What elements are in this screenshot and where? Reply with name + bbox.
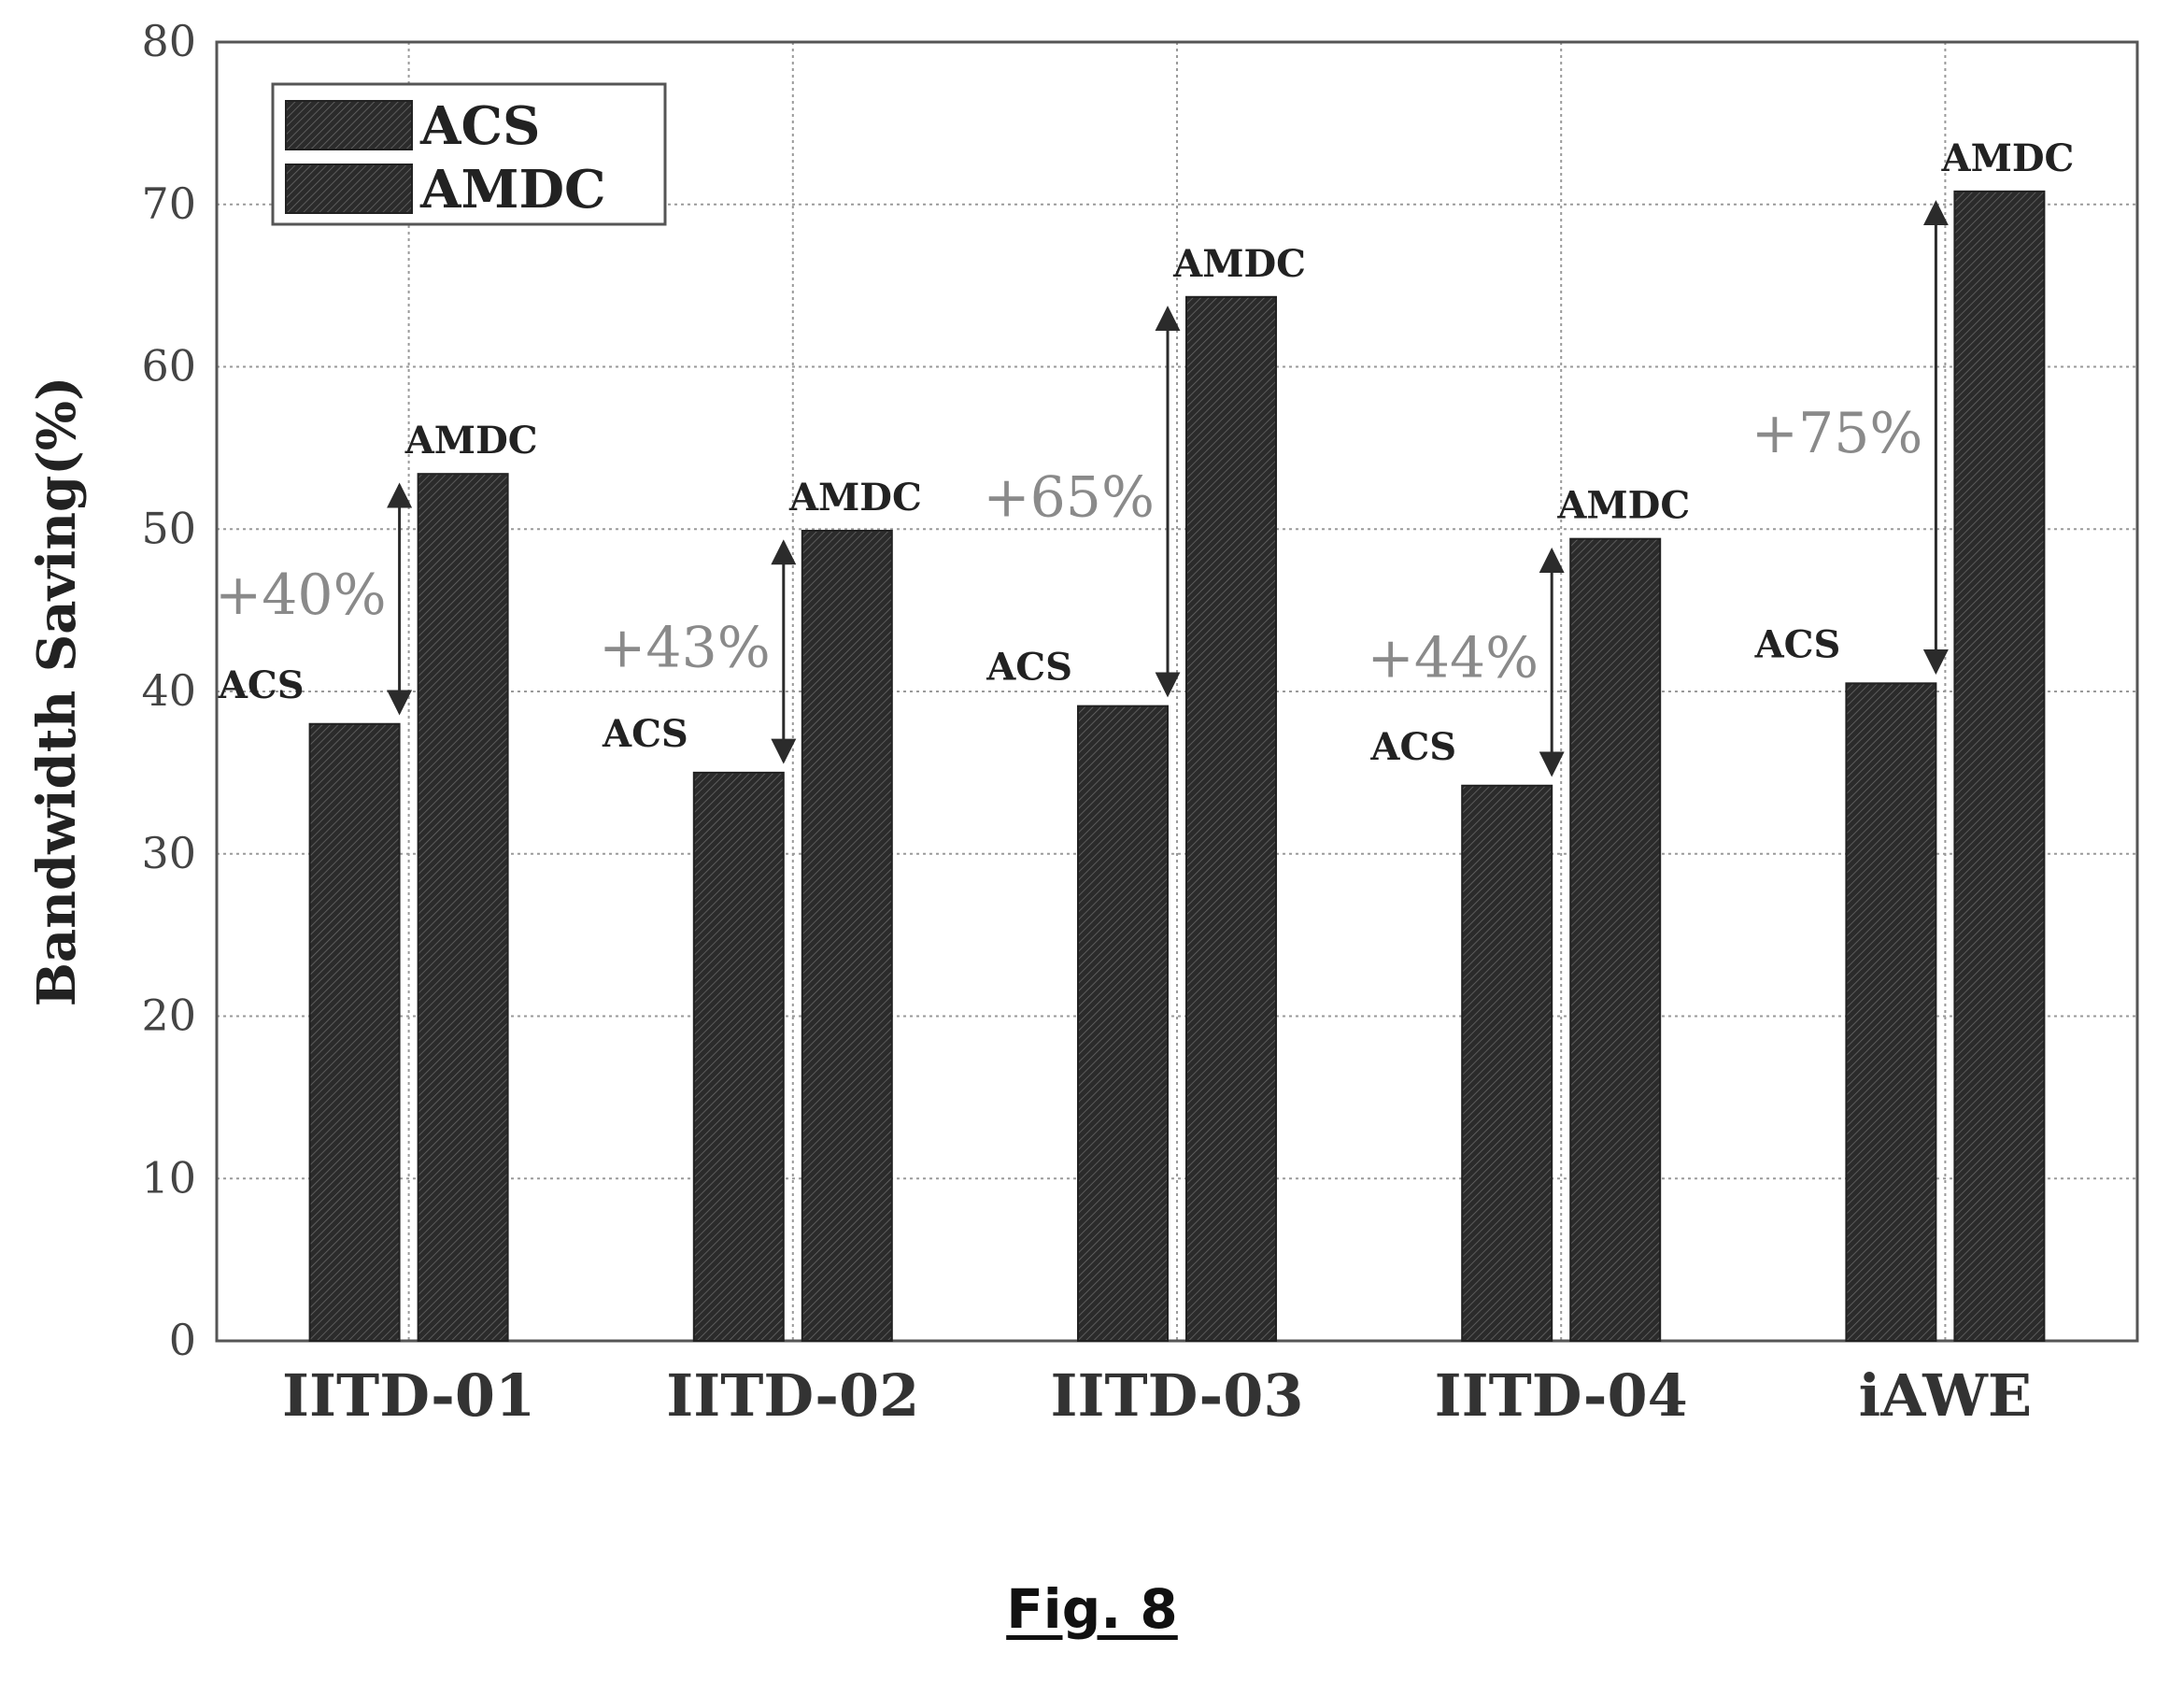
plot-frame xyxy=(215,40,2139,1343)
bar-label-amdc: AMDC xyxy=(788,476,922,520)
y-tick-label: 70 xyxy=(141,178,196,229)
y-tick-label: 30 xyxy=(141,828,196,878)
bar-label-amdc: AMDC xyxy=(1941,136,2075,180)
bar-label-acs: ACS xyxy=(218,663,305,707)
y-tick-label: 80 xyxy=(141,16,196,66)
y-tick-label: 40 xyxy=(141,665,196,716)
legend-label: AMDC xyxy=(419,159,606,221)
improvement-label: +44% xyxy=(1368,626,1539,691)
y-tick-label: 50 xyxy=(141,503,196,553)
legend-swatch xyxy=(285,164,413,214)
legend-label: ACS xyxy=(419,95,540,157)
bar-amdc xyxy=(417,473,509,1342)
y-tick-label: 60 xyxy=(141,341,196,392)
bar-amdc xyxy=(1953,190,2046,1343)
bars xyxy=(308,190,2046,1343)
bar-acs xyxy=(1077,705,1169,1342)
improvement-label: +75% xyxy=(1751,401,1923,466)
improvement-label: +43% xyxy=(599,615,771,680)
improvement-label: +65% xyxy=(983,465,1155,531)
bar-acs xyxy=(1461,784,1553,1342)
y-tick-label: 20 xyxy=(141,990,196,1041)
bar-acs xyxy=(1845,682,1937,1342)
annotations: ACS AMDC +40% ACS AMDC +43% ACS AMDC +65% ACS AMDC… xyxy=(215,136,2075,777)
bar-acs xyxy=(308,722,401,1342)
legend-swatch xyxy=(285,100,413,150)
figure-caption-text: Fig. 8 xyxy=(1006,1577,1178,1641)
y-axis-label: Bandwidth Saving(%) xyxy=(26,377,88,1007)
bar-label-amdc: AMDC xyxy=(1172,242,1306,286)
bar-label-acs: ACS xyxy=(1369,725,1456,769)
axes: 0 10 20 30 40 50 60 70 80 Bandwidth Saving(%) IITD… xyxy=(26,16,2139,1430)
x-tick-label: IITD-02 xyxy=(666,1361,919,1430)
bar-label-amdc: AMDC xyxy=(404,419,538,463)
bar-chart: 0 10 20 30 40 50 60 70 80 Bandwidth Saving(%) IITD… xyxy=(26,16,2139,1430)
x-tick-label: iAWE xyxy=(1859,1361,2032,1430)
x-tick-label: IITD-04 xyxy=(1435,1361,1688,1430)
x-tick-label: IITD-03 xyxy=(1050,1361,1303,1430)
y-tick-label: 10 xyxy=(141,1152,196,1203)
figure-caption: Fig. 8 xyxy=(0,1577,2184,1641)
bar-label-acs: ACS xyxy=(602,712,688,756)
bar-amdc xyxy=(801,529,893,1342)
bar-label-acs: ACS xyxy=(986,646,1072,690)
bar-label-amdc: AMDC xyxy=(1556,484,1690,528)
bar-amdc xyxy=(1185,295,1277,1343)
bar-label-acs: ACS xyxy=(1754,622,1841,666)
improvement-label: +40% xyxy=(215,563,387,628)
bar-acs xyxy=(692,771,785,1342)
y-tick-label: 0 xyxy=(169,1315,196,1365)
bar-amdc xyxy=(1569,537,1662,1342)
x-tick-label: IITD-01 xyxy=(282,1361,535,1430)
